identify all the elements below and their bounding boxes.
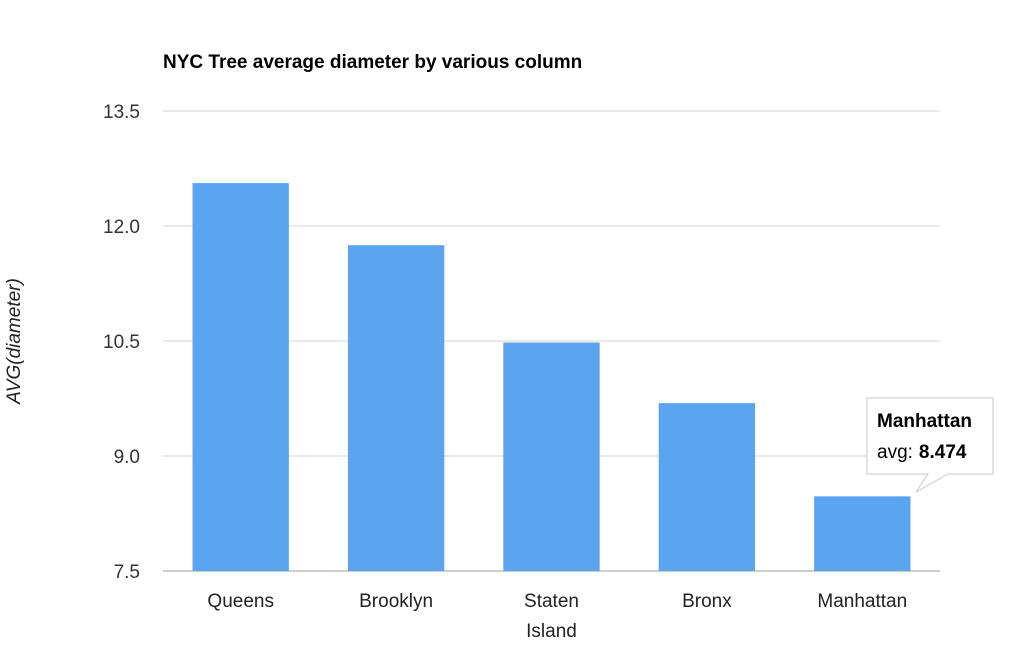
gridlines — [163, 110, 940, 572]
tooltip-box — [866, 397, 994, 493]
tooltip-label: avg: — [877, 442, 913, 463]
bar-manhattan[interactable] — [814, 496, 911, 571]
y-tick-label: 13.5 — [103, 102, 140, 123]
bar-brooklyn[interactable] — [347, 245, 445, 571]
chart-title: NYC Tree average diameter by various col… — [163, 52, 582, 73]
x-tick-label: Brooklyn — [359, 591, 433, 612]
bar-staten-island[interactable] — [503, 342, 600, 571]
x-tick-labels: Queens Brooklyn Staten Island Bronx Manhattan — [207, 591, 907, 642]
y-tick-label: 7.5 — [114, 562, 140, 583]
x-tick-label: Staten Island — [524, 591, 579, 642]
y-tick-label: 9.0 — [114, 447, 140, 468]
bar-bronx[interactable] — [658, 403, 756, 571]
y-axis-label: AVG(diameter) — [4, 278, 25, 405]
bars — [192, 183, 911, 572]
y-tick-label: 10.5 — [103, 332, 140, 353]
y-tick-labels: 7.5 9.0 10.5 12.0 13.5 — [103, 102, 140, 583]
tooltip-title: Manhattan — [877, 411, 972, 432]
bar-queens[interactable] — [192, 183, 289, 572]
tooltip: Manhattan avg: 8.474 — [866, 397, 994, 493]
tooltip-value: 8.474 — [919, 442, 967, 463]
y-tick-label: 12.0 — [103, 217, 140, 238]
x-tick-label: Manhattan — [817, 591, 907, 612]
x-tick-label: Bronx — [682, 591, 732, 612]
x-tick-label: Queens — [207, 591, 274, 612]
tooltip-value-line: avg: 8.474 — [877, 442, 967, 463]
